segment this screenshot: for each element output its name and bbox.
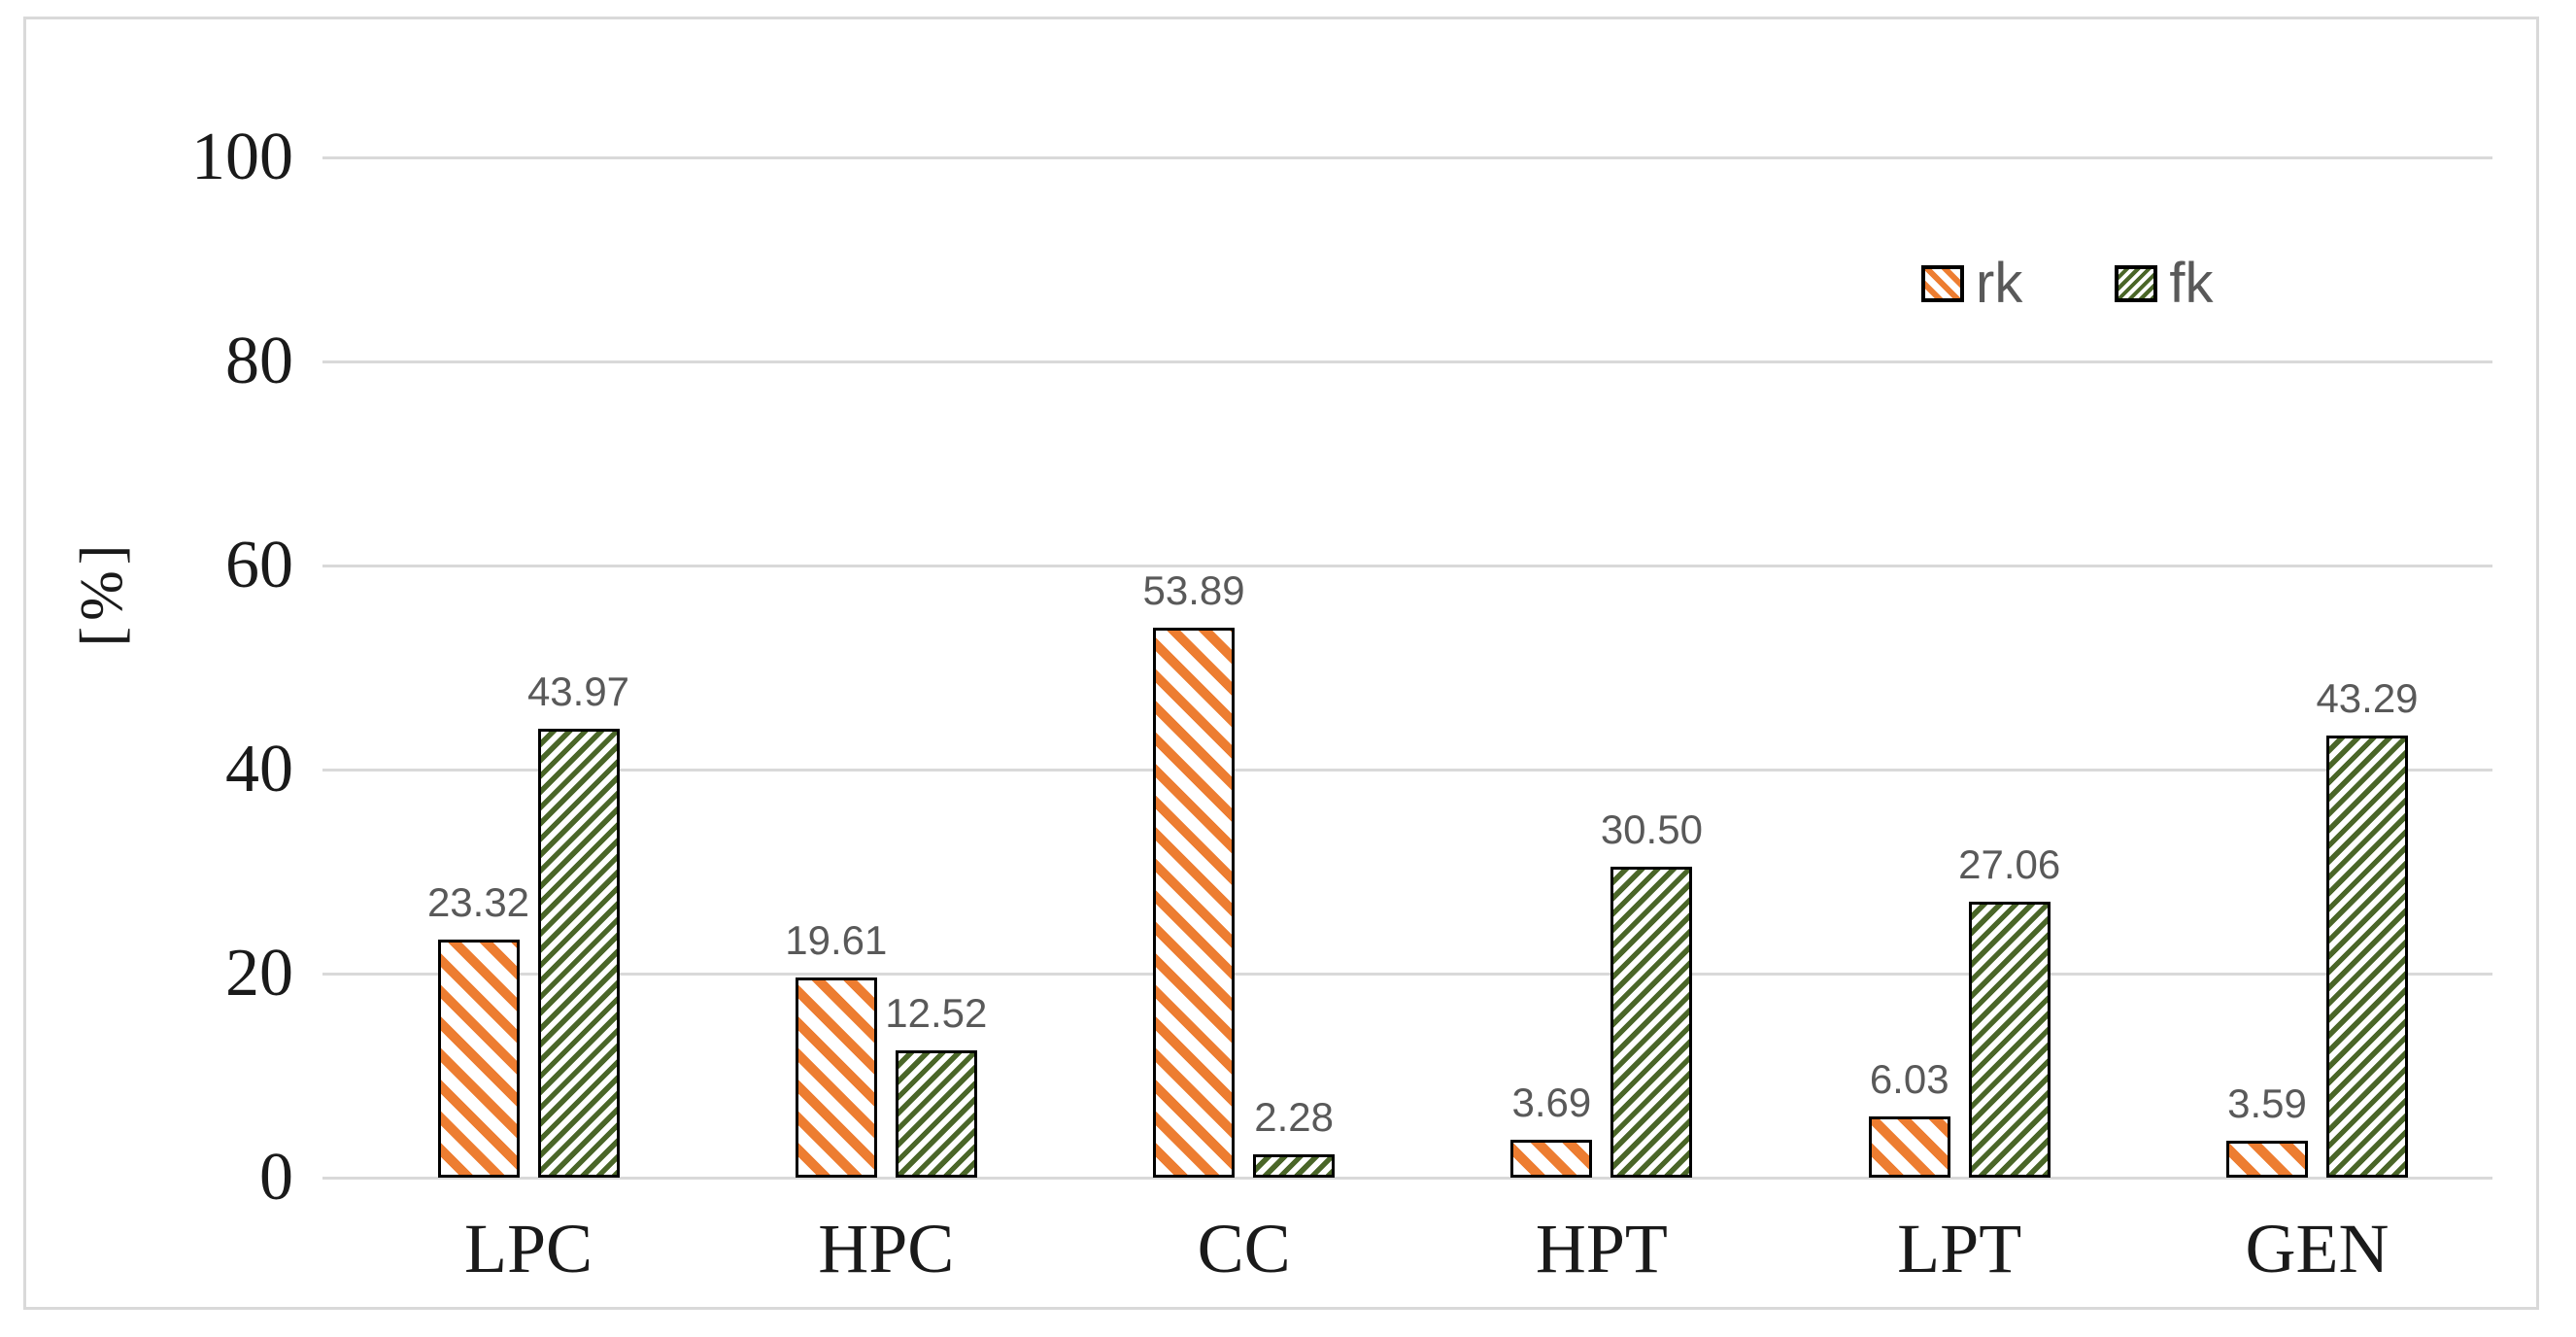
bar-fk-HPT bbox=[1610, 866, 1693, 1178]
bar-fk-LPC bbox=[537, 729, 620, 1178]
y-tick-label-100: 100 bbox=[191, 120, 293, 194]
data-label-rk-LPC: 23.32 bbox=[426, 879, 530, 926]
legend: rk fk bbox=[1921, 255, 2213, 313]
y-tick-label-60: 60 bbox=[225, 528, 293, 602]
bar-fk-HPC bbox=[895, 1049, 977, 1178]
x-category-CC: CC bbox=[1197, 1210, 1291, 1287]
x-category-HPC: HPC bbox=[818, 1210, 955, 1287]
bar-rk-LPC bbox=[437, 940, 520, 1178]
legend-item-fk: fk bbox=[2115, 255, 2213, 313]
data-label-fk-HPT: 30.50 bbox=[1600, 806, 1703, 852]
bar-fk-GEN bbox=[2326, 736, 2408, 1178]
gridline-100 bbox=[322, 155, 2492, 159]
gridline-60 bbox=[322, 564, 2492, 567]
data-label-rk-GEN: 3.59 bbox=[2227, 1080, 2307, 1127]
bar-fk-CC bbox=[1253, 1154, 1336, 1178]
legend-label-rk: rk bbox=[1976, 252, 2023, 315]
bar-rk-GEN bbox=[2226, 1141, 2308, 1178]
legend-swatch-fk-icon bbox=[2115, 265, 2158, 302]
data-label-rk-HPT: 3.69 bbox=[1511, 1080, 1592, 1126]
bar-rk-HPT bbox=[1510, 1140, 1593, 1178]
legend-swatch-rk-icon bbox=[1921, 265, 1964, 302]
gridline-0 bbox=[322, 1176, 2492, 1180]
x-category-HPT: HPT bbox=[1535, 1210, 1668, 1287]
gridline-40 bbox=[322, 768, 2492, 771]
bar-rk-LPT bbox=[1868, 1115, 1950, 1178]
x-category-GEN: GEN bbox=[2245, 1210, 2390, 1287]
data-label-rk-CC: 53.89 bbox=[1142, 567, 1245, 614]
data-label-rk-LPT: 6.03 bbox=[1869, 1055, 1949, 1102]
data-label-fk-GEN: 43.29 bbox=[2316, 675, 2419, 722]
legend-item-rk: rk bbox=[1921, 255, 2022, 313]
bar-fk-LPT bbox=[1968, 901, 2051, 1178]
bar-rk-HPC bbox=[795, 977, 877, 1178]
y-tick-label-80: 80 bbox=[225, 324, 293, 398]
data-label-fk-HPC: 12.52 bbox=[885, 989, 988, 1036]
gridline-80 bbox=[322, 360, 2492, 363]
x-category-LPT: LPT bbox=[1897, 1210, 2022, 1287]
data-label-fk-LPT: 27.06 bbox=[1958, 840, 2061, 887]
legend-label-fk: fk bbox=[2169, 252, 2214, 315]
data-label-fk-CC: 2.28 bbox=[1254, 1094, 1334, 1141]
y-tick-label-40: 40 bbox=[225, 732, 293, 806]
bar-rk-CC bbox=[1153, 628, 1236, 1178]
y-tick-label-20: 20 bbox=[225, 936, 293, 1011]
data-label-rk-HPC: 19.61 bbox=[785, 917, 888, 964]
y-tick-label-0: 0 bbox=[259, 1140, 293, 1215]
x-category-LPC: LPC bbox=[463, 1210, 593, 1287]
gridline-20 bbox=[322, 972, 2492, 976]
data-label-fk-LPC: 43.97 bbox=[526, 668, 630, 715]
